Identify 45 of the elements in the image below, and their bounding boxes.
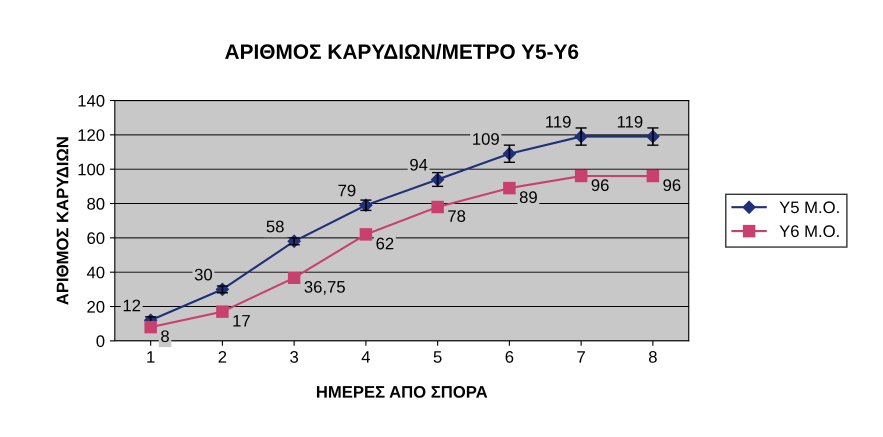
y-tick-label: 60	[87, 232, 104, 244]
y-tick-label: 0	[96, 335, 104, 348]
point	[431, 200, 444, 214]
data-label: 89	[520, 191, 537, 204]
data-label: 17	[233, 315, 250, 327]
point	[288, 272, 300, 284]
legend-label: Υ5 Μ.Ο.	[779, 201, 839, 214]
x-tick-label: 6	[506, 351, 514, 363]
data-label: 8	[161, 330, 169, 342]
data-label: 36,75	[304, 280, 345, 295]
data-label: 119	[546, 116, 571, 128]
point	[360, 228, 372, 241]
x-tick-label: 1	[147, 351, 154, 363]
x-axis-title: ΗΜΕΡΕΣ ΑΠΟ ΣΠΟΡΑ	[316, 386, 488, 398]
data-label: 62	[376, 238, 394, 250]
x-tick-label: 5	[434, 351, 442, 363]
data-label: 78	[448, 210, 466, 222]
x-tick-label: 4	[362, 351, 370, 363]
point	[216, 305, 229, 318]
y-tick-label: 140	[78, 94, 104, 107]
data-label: 119	[618, 116, 642, 128]
data-label: 12	[124, 300, 140, 312]
data-label: 96	[592, 179, 609, 192]
x-tick-label: 3	[290, 351, 298, 363]
legend-label: Υ6 Μ.Ο.	[779, 225, 839, 238]
y-tick-label: 80	[87, 198, 104, 210]
data-label: 79	[338, 184, 356, 196]
point	[574, 170, 588, 182]
x-tick-label: 8	[648, 351, 657, 363]
point	[144, 320, 157, 334]
y-axis-title: ΑΡΙΘΜΟΣ ΚΑΡΥΔΙΩΝ	[56, 137, 68, 305]
x-tick-label: 2	[218, 351, 226, 363]
data-label: 96	[663, 179, 680, 192]
data-label: 30	[194, 268, 212, 281]
y-tick-label: 120	[78, 129, 104, 142]
data-label: 109	[473, 133, 499, 145]
chart-title: ΑΡΙΘΜΟΣ ΚΑΡΥΔΙΩΝ/ΜΕΤΡΟ Υ5-Υ6	[225, 44, 578, 60]
data-label: 94	[410, 158, 428, 171]
point	[646, 170, 660, 182]
y-tick-label: 20	[87, 300, 104, 313]
y-tick-label: 40	[86, 266, 104, 278]
x-tick-label: 7	[577, 351, 585, 363]
y-tick-label: 100	[78, 164, 104, 176]
data-label: 58	[266, 220, 284, 232]
point	[503, 182, 516, 194]
